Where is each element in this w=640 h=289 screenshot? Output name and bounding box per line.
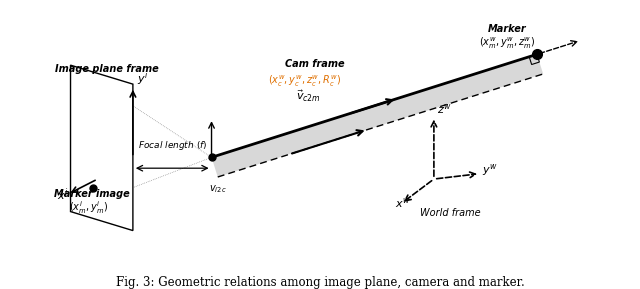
Text: $x^w$: $x^w$ <box>395 196 410 210</box>
Text: $z^w$: $z^w$ <box>437 102 452 116</box>
Text: Marker image: Marker image <box>54 189 130 199</box>
Text: $y^i$: $y^i$ <box>137 69 148 88</box>
Text: $v_{i2c}$: $v_{i2c}$ <box>209 183 227 195</box>
Text: Image plane frame: Image plane frame <box>55 64 159 74</box>
Text: $x^i$: $x^i$ <box>57 186 68 203</box>
Text: World frame: World frame <box>420 208 481 218</box>
Text: $(x_m^i, y_m^i)$: $(x_m^i, y_m^i)$ <box>69 199 109 216</box>
Text: Cam frame: Cam frame <box>285 59 344 69</box>
Polygon shape <box>212 54 543 177</box>
Text: $y^w$: $y^w$ <box>482 162 497 178</box>
Text: Fig. 3: Geometric relations among image plane, camera and marker.: Fig. 3: Geometric relations among image … <box>116 276 524 289</box>
Text: $(x_m^w, y_m^w, z_m^w)$: $(x_m^w, y_m^w, z_m^w)$ <box>479 35 535 51</box>
Text: Focal length $(f)$: Focal length $(f)$ <box>138 139 207 152</box>
Text: $\vec{v}_{c2m}$: $\vec{v}_{c2m}$ <box>296 89 321 104</box>
Text: $(x_c^w, y_c^w, z_c^w, R_c^w)$: $(x_c^w, y_c^w, z_c^w, R_c^w)$ <box>268 74 341 89</box>
Text: Marker: Marker <box>488 23 527 34</box>
Polygon shape <box>70 65 133 231</box>
